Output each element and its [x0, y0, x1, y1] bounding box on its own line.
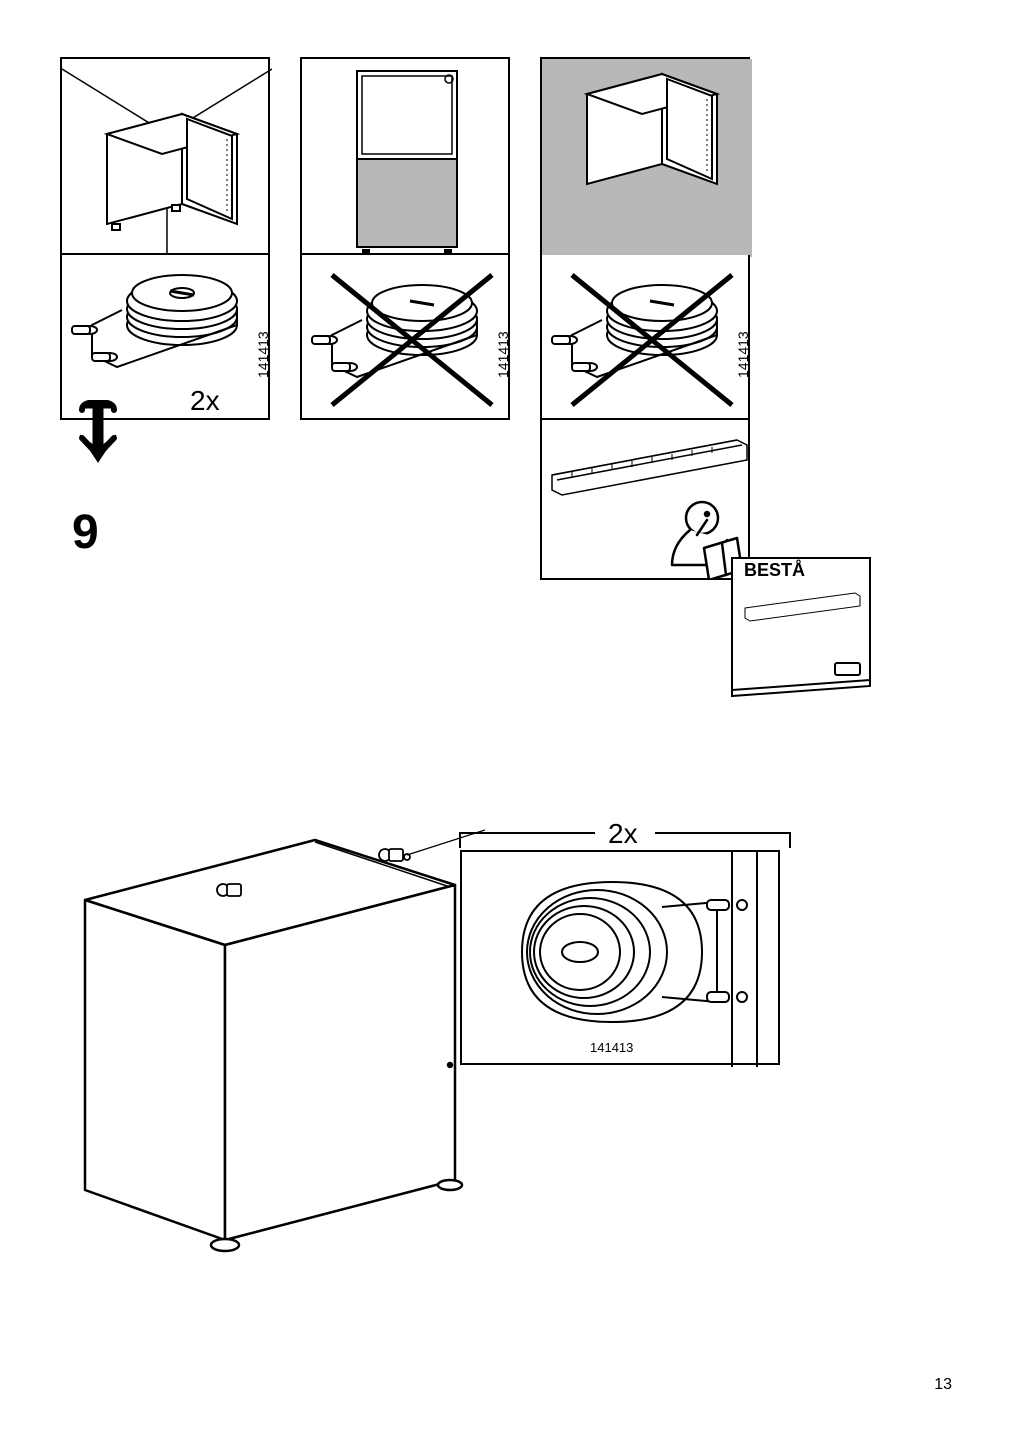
detail-panel — [460, 850, 780, 1065]
step-number: 9 — [72, 505, 99, 560]
option-panel-1-bottom — [60, 255, 270, 420]
floor-cabinet-illustration — [62, 59, 272, 257]
wall-mount-illustration — [542, 59, 752, 257]
option-panel-3-bottom — [540, 255, 750, 420]
qty-label-top: 2x — [190, 385, 220, 417]
option-panel-2-bottom — [300, 255, 510, 420]
arrow-down-icon — [68, 400, 128, 470]
part-id-2: 141413 — [495, 331, 511, 378]
part-id-1: 141413 — [255, 331, 271, 378]
qty-label-detail: 2x — [608, 818, 638, 850]
rail-booklet-panel — [540, 420, 750, 580]
foot-part-not-allowed-1 — [302, 255, 512, 420]
cabinet-iso-illustration — [55, 810, 485, 1270]
assembly-page: 2x 141413 — [0, 0, 1012, 1432]
stacked-cabinets-illustration — [302, 59, 512, 257]
part-id-detail: 141413 — [590, 1040, 633, 1055]
part-id-3: 141413 — [735, 331, 751, 378]
foot-part-not-allowed-2 — [542, 255, 752, 420]
foot-part-allowed — [62, 255, 272, 420]
option-panel-3-top — [540, 57, 750, 255]
option-panel-2-top — [300, 57, 510, 255]
booklet-title: BESTÅ — [744, 560, 805, 581]
option-panel-1-top — [60, 57, 270, 255]
page-number: 13 — [934, 1376, 952, 1394]
foot-install-detail — [462, 852, 782, 1067]
